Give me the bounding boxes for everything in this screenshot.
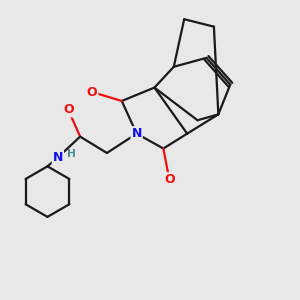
Text: O: O — [164, 173, 175, 186]
Text: O: O — [63, 103, 74, 116]
Text: N: N — [53, 151, 63, 164]
Text: H: H — [68, 149, 76, 159]
Text: O: O — [87, 85, 98, 98]
Text: N: N — [131, 127, 142, 140]
